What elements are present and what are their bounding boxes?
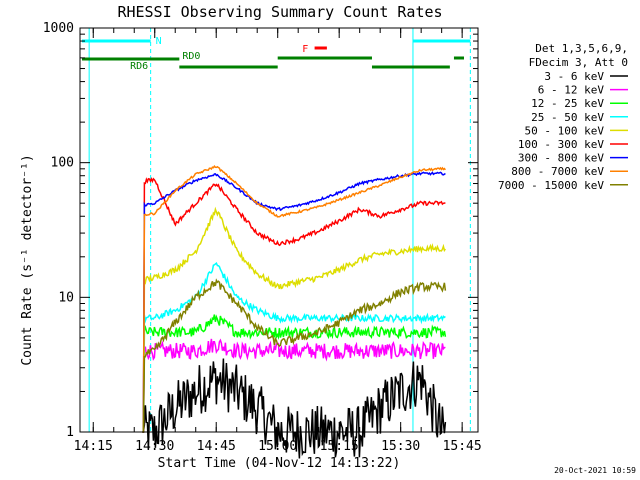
series-line-6 xyxy=(142,171,446,433)
series-line-5 xyxy=(142,177,446,433)
series-line-0 xyxy=(142,358,447,459)
legend-label-8: 7000 - 15000 keV xyxy=(498,179,604,192)
x-tick-label-6: 15:45 xyxy=(443,439,482,454)
y-tick-label-10: 10 xyxy=(58,290,74,305)
y-axis-label: Count Rate (s⁻¹ detector⁻¹) xyxy=(20,154,35,365)
legend-header-1: Det 1,3,5,6,9, xyxy=(535,42,628,55)
footer-timestamp: 20-Oct-2021 10:59 xyxy=(554,466,636,475)
y-tick-label-1: 1 xyxy=(66,425,74,440)
legend: Det 1,3,5,6,9,FDecim 3, Att 03 - 6 keV6 … xyxy=(498,42,628,192)
x-tick-label-1: 14:30 xyxy=(135,439,174,454)
annotation-flare-label: F xyxy=(302,44,308,55)
series-line-1 xyxy=(142,338,446,433)
axes: 1 10 100 1000 14:15 14:30 14:45 15:00 15:15 15:30… xyxy=(43,21,482,454)
x-tick-label-5: 15:30 xyxy=(381,439,420,454)
annotation-rd6-label: RD6 xyxy=(130,61,148,72)
series-line-2 xyxy=(142,314,447,433)
x-tick-label-4: 15:15 xyxy=(320,439,359,454)
legend-label-6: 300 - 800 keV xyxy=(518,152,604,165)
plot-frame xyxy=(79,27,479,433)
series-line-7 xyxy=(142,164,446,433)
x-tick-label-3: 15:00 xyxy=(258,439,297,454)
annotation-rd0-label: RD0 xyxy=(182,51,200,62)
legend-label-4: 50 - 100 keV xyxy=(525,124,605,137)
x-tick-label-2: 14:45 xyxy=(197,439,236,454)
legend-label-3: 25 - 50 keV xyxy=(531,111,604,124)
legend-label-2: 12 - 25 keV xyxy=(531,97,604,110)
y-tick-label-100: 100 xyxy=(51,156,74,171)
legend-label-7: 800 - 7000 keV xyxy=(511,165,604,178)
x-axis-label: Start Time (04-Nov-12 14:13:22) xyxy=(158,456,401,471)
series-line-8 xyxy=(142,278,447,433)
y-tick-label-1000: 1000 xyxy=(43,21,74,36)
series-group xyxy=(142,164,447,459)
chart-title: RHESSI Observing Summary Count Rates xyxy=(117,3,442,21)
series-line-4 xyxy=(142,206,447,433)
legend-header-2: FDecim 3, Att 0 xyxy=(529,56,628,69)
legend-label-0: 3 - 6 keV xyxy=(544,70,604,83)
annotation-night-label: N xyxy=(156,36,162,47)
legend-label-5: 100 - 300 keV xyxy=(518,138,604,151)
x-tick-label-0: 14:15 xyxy=(74,439,113,454)
legend-label-1: 6 - 12 keV xyxy=(538,84,605,97)
